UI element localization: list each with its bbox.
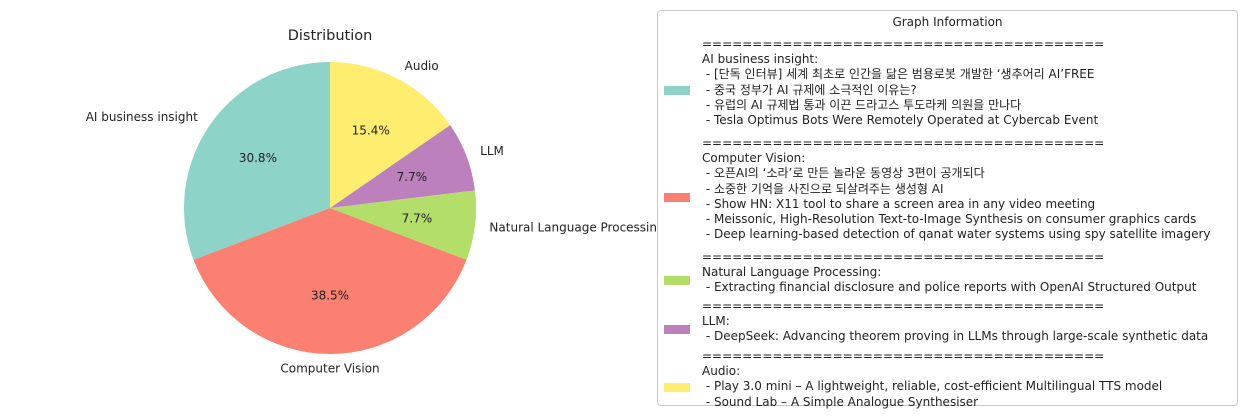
legend-item: - DeepSeek: Advancing theorem proving in… (702, 329, 1209, 344)
pie-slice-2 (330, 190, 476, 260)
pie-pct-label-2: 7.7% (402, 212, 433, 226)
pie-labels: 30.8% AI business insight 38.5% Computer Vi… (86, 59, 657, 376)
legend-separator: ======================================== (702, 136, 1105, 150)
pie-category-label-2: Natural Language Processing (489, 220, 657, 234)
pie-category-label-3: LLM (480, 144, 504, 158)
pie-slice-0 (183, 62, 330, 260)
legend-separator: ======================================== (702, 349, 1105, 363)
legend-item: - 유럽의 AI 규제법 통과 이끈 드라고스 투도라케 의원을 만나다 (702, 97, 1022, 112)
chart-title: Distribution (288, 28, 373, 44)
legend-item: - Deep learning-based detection of qanat… (702, 227, 1211, 242)
legend-text-3: ========================================… (702, 299, 1208, 345)
legend-item: - 소중한 기억을 사진으로 되살려주는 생성형 AI (702, 181, 944, 196)
legend-item: - Play 3.0 mini – A lightweight, reliabl… (702, 379, 1163, 394)
pie-chart: Distribution 30.8% AI business insight 38.… (86, 28, 657, 376)
pie-slice-3 (330, 125, 475, 208)
pie-pct-label-3: 7.7% (397, 170, 428, 184)
legend-item: - 오픈AI의 ‘소라’로 만든 놀라운 동영상 3편이 공개되다 (702, 166, 985, 181)
pie-pct-label-1: 38.5% (311, 289, 349, 303)
legend-separator: ======================================== (702, 299, 1105, 313)
legend: Graph Information ======================… (657, 10, 1238, 409)
legend-swatch-3 (664, 325, 690, 335)
legend-item: - Tesla Optimus Bots Were Remotely Opera… (702, 113, 1099, 128)
legend-separator: ======================================== (702, 250, 1105, 264)
pie-category-label-0: AI business insight (86, 110, 198, 124)
legend-title: Graph Information (892, 15, 1003, 29)
legend-item: - Sound Lab – A Simple Analogue Synthesi… (702, 394, 979, 409)
pie-slice-1 (193, 208, 467, 354)
legend-text-0: ========================================… (702, 37, 1104, 128)
legend-item: - [단독 인터뷰] 세계 최초로 인간을 닮은 범용로봇 개발한 ‘생추어리 … (702, 67, 1095, 82)
legend-text-2: ========================================… (702, 250, 1196, 296)
legend-item: - Meissonic, High-Resolution Text-to-Ima… (702, 212, 1197, 227)
pie-pct-label-0: 30.8% (239, 151, 277, 165)
legend-swatch-2 (664, 276, 690, 286)
pie-category-label-1: Computer Vision (280, 362, 379, 376)
legend-swatch-0 (664, 86, 690, 96)
legend-item: - Extracting financial disclosure and po… (702, 280, 1197, 295)
legend-category-heading: Computer Vision: (702, 151, 806, 166)
legend-item: - Show HN: X11 tool to share a screen ar… (702, 196, 1096, 211)
legend-swatch-1 (664, 192, 690, 202)
pie-slice-4 (330, 62, 451, 208)
legend-text-1: ========================================… (702, 136, 1211, 242)
legend-category-heading: AI business insight: (702, 52, 819, 67)
legend-swatch-4 (664, 383, 690, 392)
legend-category-heading: LLM: (702, 314, 730, 329)
legend-category-heading: Natural Language Processing: (702, 265, 882, 280)
legend-text-4: ========================================… (702, 349, 1162, 410)
pie-slices (183, 62, 476, 354)
pie-category-label-4: Audio (405, 59, 439, 73)
legend-separator: ======================================== (702, 37, 1105, 51)
pie-pct-label-4: 15.4% (352, 123, 390, 137)
legend-item: - 중국 정부가 AI 규제에 소극적인 이유는? (702, 82, 917, 97)
legend-category-heading: Audio: (702, 364, 741, 379)
